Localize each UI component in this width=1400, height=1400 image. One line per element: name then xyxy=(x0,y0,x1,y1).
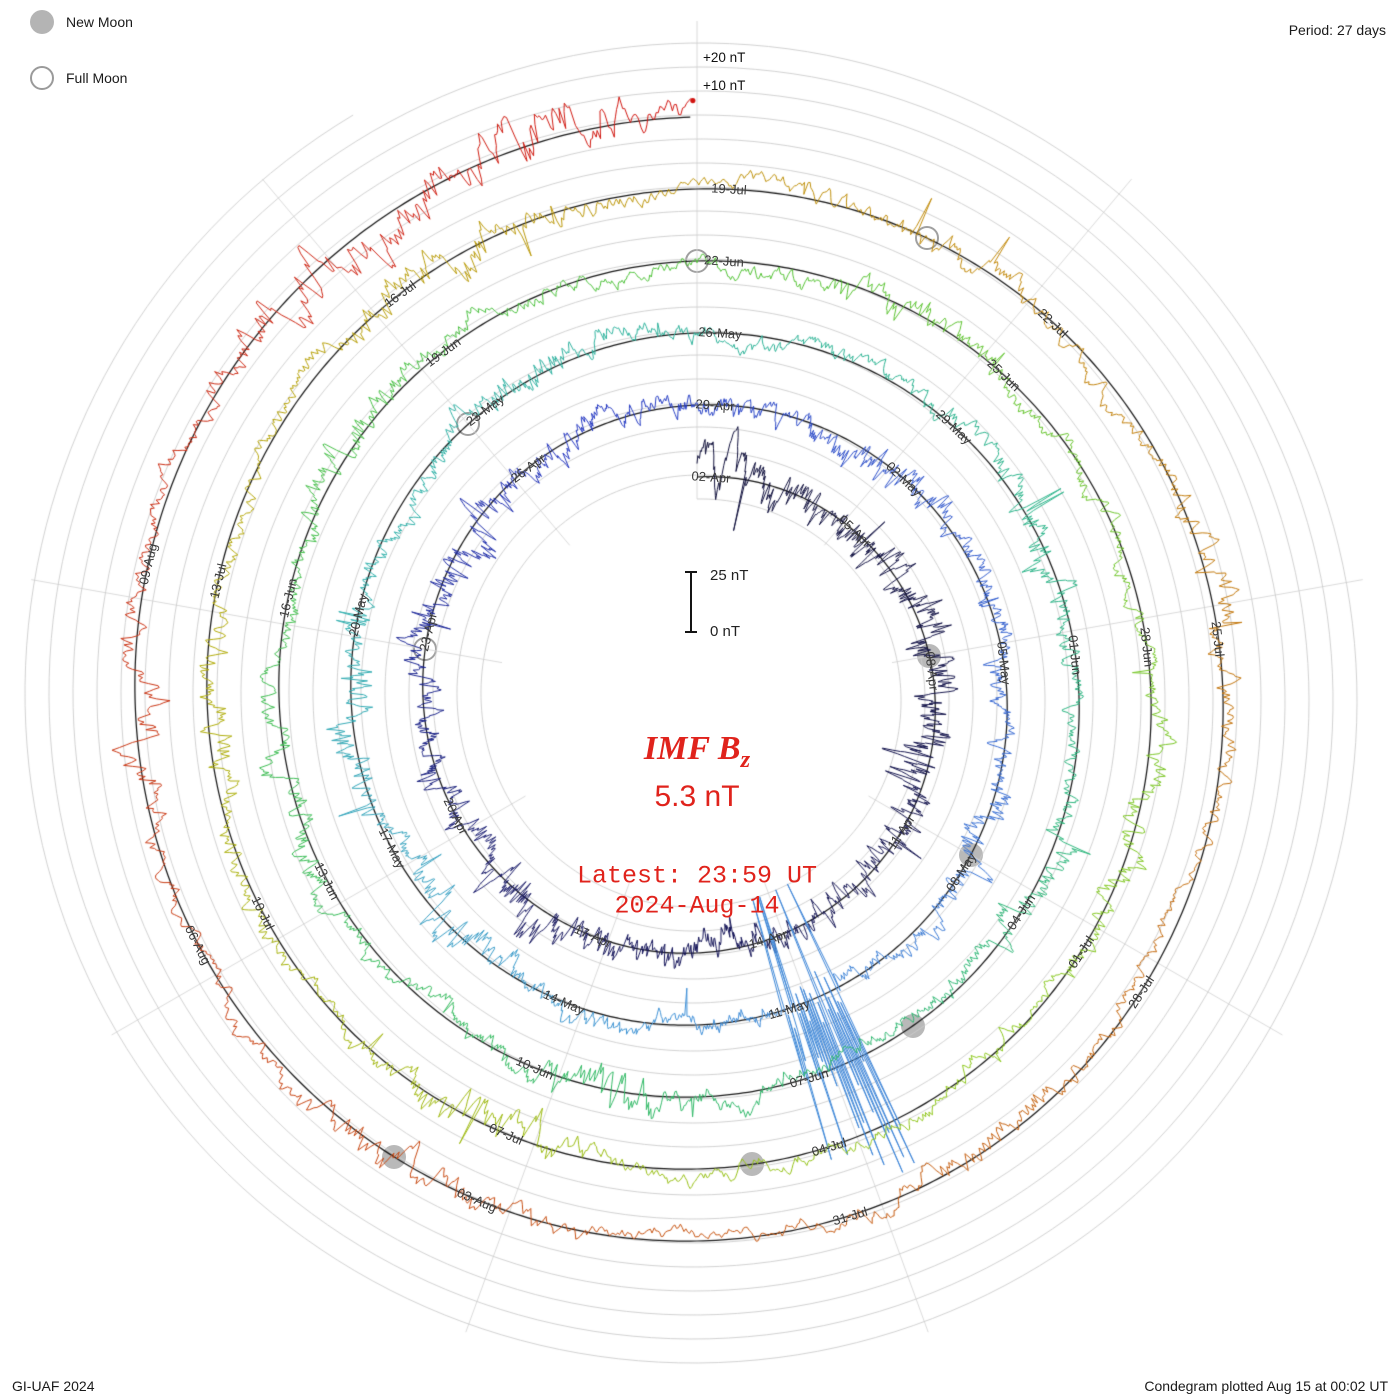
full-moon-icon xyxy=(30,66,54,90)
imf-title-subscript: z xyxy=(740,745,751,773)
legend-new-moon-row: New Moon xyxy=(30,8,133,36)
new-moon-icon xyxy=(30,10,54,34)
legend-full-moon-row: Full Moon xyxy=(30,64,133,92)
plus20-gridline-label: +20 nT xyxy=(703,50,746,65)
imf-bz-title: IMF Bz xyxy=(644,730,750,774)
latest-time-label: Latest: 23:59 UT xyxy=(576,861,818,891)
imf-title-text: IMF B xyxy=(643,730,741,768)
scale-span-label: 25 nT xyxy=(710,567,749,584)
legend-full-moon-label: Full Moon xyxy=(66,70,128,86)
current-value-label: 5.3 nT xyxy=(654,780,740,813)
legend: New Moon Full Moon xyxy=(30,8,133,120)
scale-zero-label: 0 nT xyxy=(710,623,741,640)
plotted-timestamp-label: Condegram plotted Aug 15 at 00:02 UT xyxy=(1144,1378,1388,1394)
scale-bar: 25 nT 0 nT xyxy=(684,567,774,648)
credit-label: GI-UAF 2024 xyxy=(12,1378,95,1394)
plus10-gridline-label: +10 nT xyxy=(703,78,746,93)
scale-bar-line xyxy=(685,571,697,633)
latest-date-label: 2024-Aug-14 xyxy=(614,891,780,921)
period-label: Period: 27 days xyxy=(1288,22,1386,38)
legend-new-moon-label: New Moon xyxy=(66,14,133,30)
